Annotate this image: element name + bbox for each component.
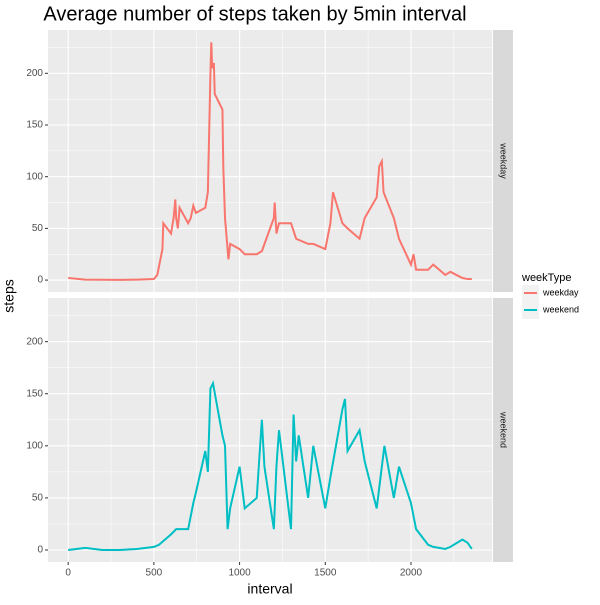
y-tick-label: 50 [32, 223, 44, 234]
y-tick-label: 50 [32, 493, 44, 504]
chart-title: Average number of steps taken by 5min in… [43, 3, 466, 25]
y-tick-label: 100 [26, 440, 43, 451]
panel-background [48, 30, 492, 292]
x-axis-label: interval [247, 581, 292, 597]
y-tick-label: 0 [37, 545, 43, 556]
data-line [68, 42, 472, 281]
x-tick-label: 1500 [314, 568, 337, 579]
facet-strip [493, 298, 513, 562]
data-line [68, 380, 473, 551]
x-tick-label: 1000 [228, 568, 251, 579]
y-tick-label: 0 [37, 275, 43, 286]
x-tick-label: 500 [146, 568, 163, 579]
x-tick-label: 0 [65, 568, 71, 579]
y-tick-label: 200 [26, 68, 43, 79]
y-tick-label: 150 [26, 388, 43, 399]
y-axis-label: steps [1, 279, 17, 312]
x-tick-label: 2000 [400, 568, 423, 579]
legend-label: weekday [542, 287, 579, 297]
legend-label: weekend [542, 304, 579, 314]
facet-label: weekend [499, 411, 509, 448]
legend-title: weekType [521, 272, 572, 284]
facet-label: weekday [499, 142, 509, 179]
y-tick-label: 100 [26, 171, 43, 182]
facet-strip [493, 30, 513, 292]
panel-background [48, 298, 492, 562]
y-tick-label: 200 [26, 336, 43, 347]
y-tick-label: 150 [26, 120, 43, 131]
